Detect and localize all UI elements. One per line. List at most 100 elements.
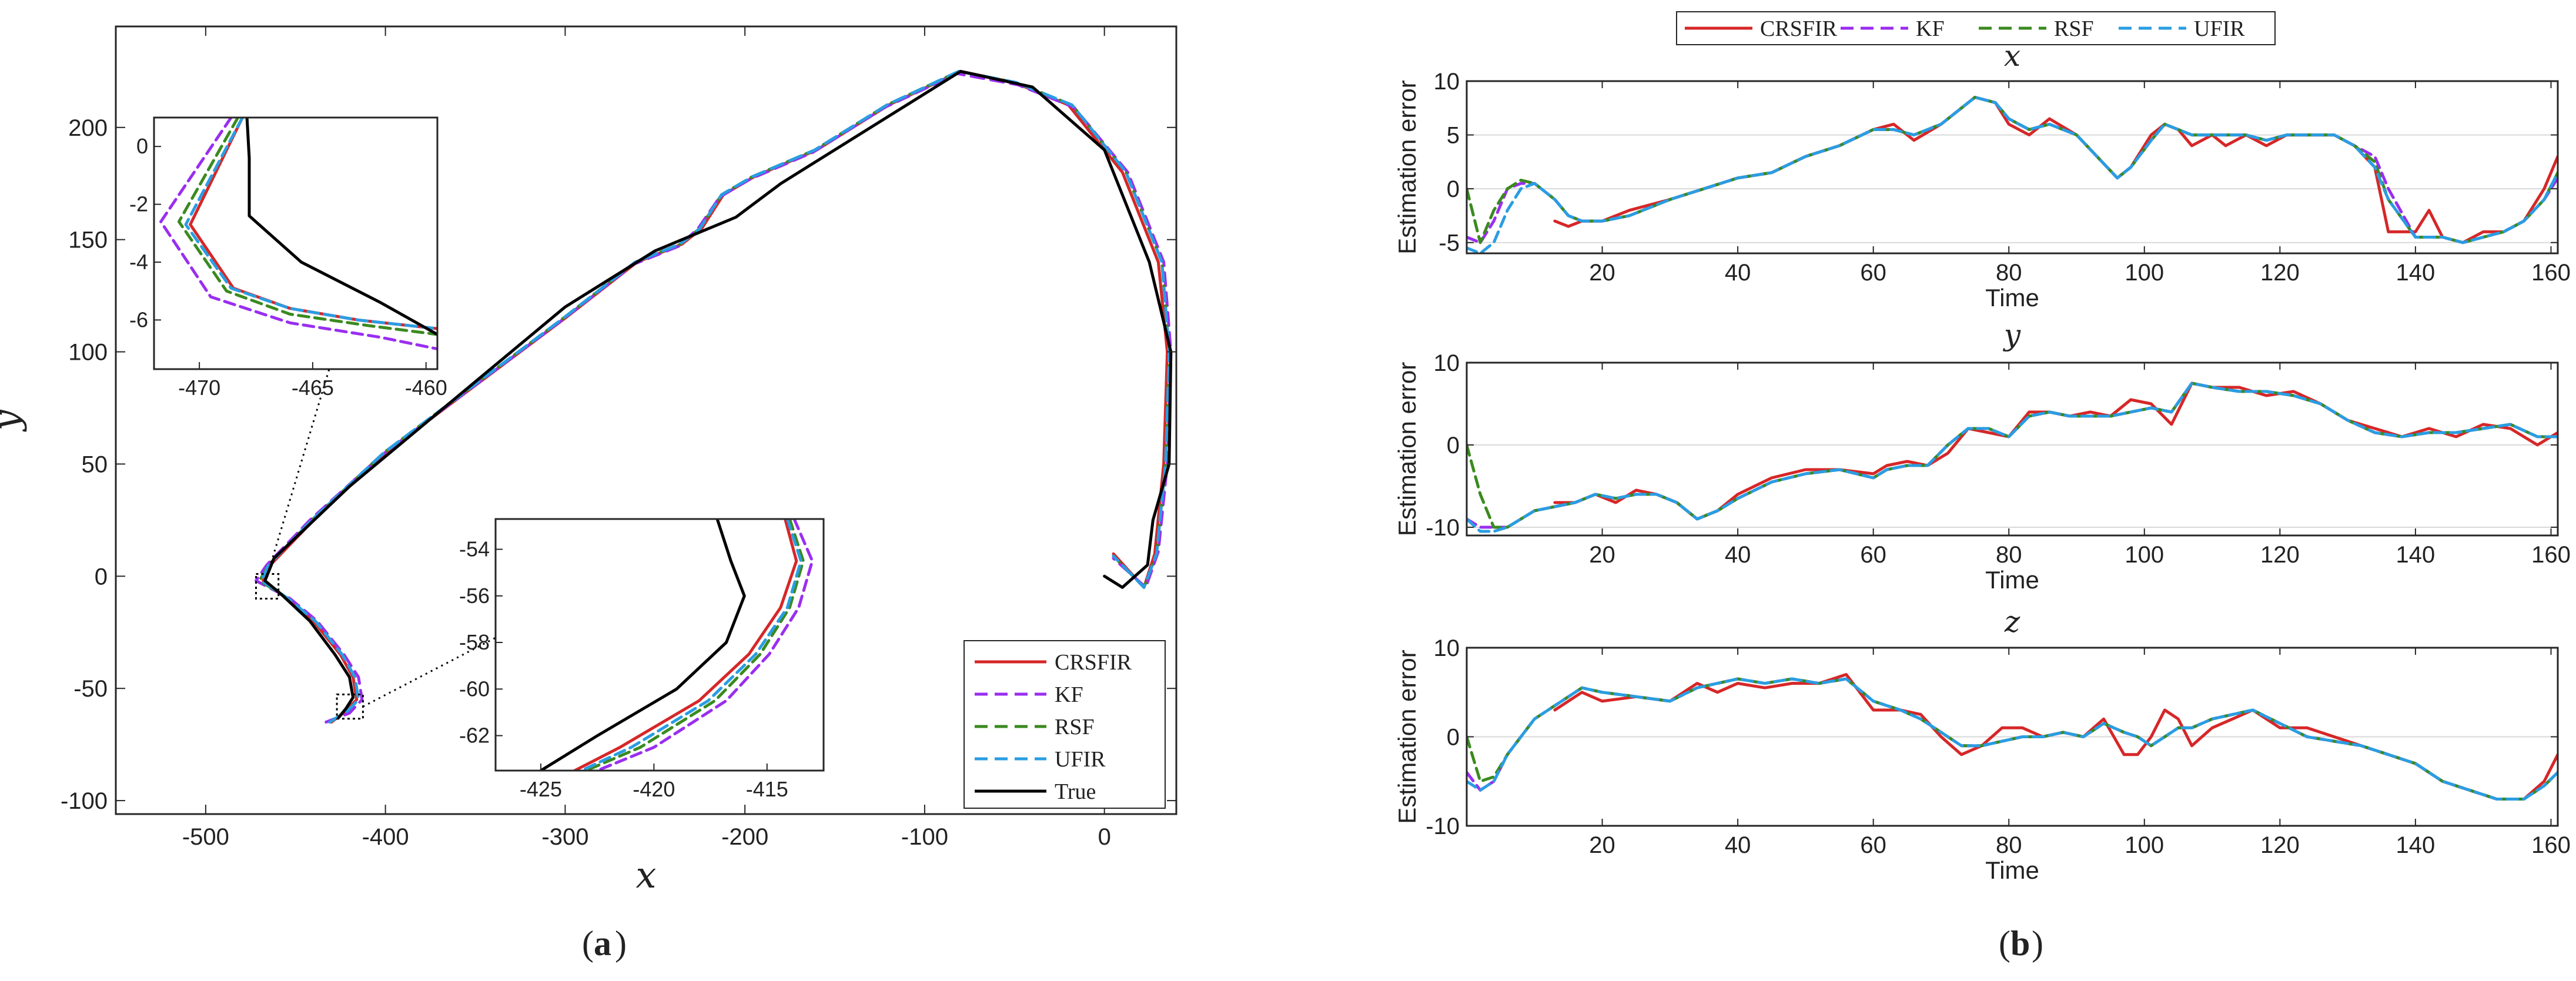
x-tick-label: 100 xyxy=(2125,260,2164,286)
y-tick-label: -50 xyxy=(73,676,108,702)
panel-title: x xyxy=(2004,39,2020,73)
series-ufir-line xyxy=(1467,677,2558,801)
inset-y-tick-label: -4 xyxy=(129,250,148,274)
x-tick-label: 40 xyxy=(1725,260,1751,286)
x-tick-label: 60 xyxy=(1860,832,1886,858)
x-tick-label: -200 xyxy=(721,824,768,850)
inset-1-frame xyxy=(153,116,439,370)
x-tick-label: -300 xyxy=(541,824,588,850)
x-tick-label: 0 xyxy=(1098,824,1111,850)
caption-a-paren-open: ( xyxy=(582,924,594,963)
x-tick-label: 20 xyxy=(1589,542,1615,568)
panel-a-plot xyxy=(255,69,1173,724)
x-tick-label: -500 xyxy=(182,824,229,850)
y-tick-label: 5 xyxy=(1447,123,1460,149)
zoom-connector-1 xyxy=(267,369,330,574)
y-tick-label: 200 xyxy=(68,115,108,141)
series-rsf-line xyxy=(1467,381,2558,529)
x-tick-label: 120 xyxy=(2260,542,2300,568)
legend-label: RSF xyxy=(2054,16,2094,41)
x-tick-label: 60 xyxy=(1860,260,1886,286)
inset-x-tick-label: -415 xyxy=(746,777,788,801)
inset-x-tick-label: -420 xyxy=(633,777,675,801)
inset-x-tick-label: -470 xyxy=(178,376,220,400)
inset-x-tick-label: -465 xyxy=(292,376,334,400)
x-tick-label: 160 xyxy=(2531,542,2571,568)
panel-b1-frame xyxy=(1466,80,2559,255)
series-ufir-line xyxy=(1467,381,2558,533)
inset-y-tick-label: -6 xyxy=(129,307,148,332)
inset-y-tick-label: 0 xyxy=(136,134,148,158)
y-tick-label: 50 xyxy=(82,451,108,477)
x-tick-label: 40 xyxy=(1725,832,1751,858)
x-tick-label: 80 xyxy=(1996,260,2022,286)
series-kf-line xyxy=(1467,381,2558,529)
x-tick-label: 160 xyxy=(2531,832,2571,858)
x-tick-label: 100 xyxy=(2125,542,2164,568)
x-tick-label: 20 xyxy=(1589,260,1615,286)
y-tick-label: 0 xyxy=(1447,433,1460,458)
inset-1-background xyxy=(154,118,437,369)
series-ufir-line xyxy=(580,519,802,771)
y-tick-label: 0 xyxy=(95,564,108,590)
inset-1-plot xyxy=(159,118,437,351)
panel-b1-plot xyxy=(1467,96,2558,253)
series-ufir-line xyxy=(184,118,437,330)
y-tick-label: 10 xyxy=(1434,635,1460,661)
y-tick-label: 10 xyxy=(1434,69,1460,95)
legend-label: KF xyxy=(1916,16,1945,41)
series-kf-line xyxy=(159,118,437,351)
panel-title: z xyxy=(2004,605,2020,639)
panel-title: y xyxy=(2003,318,2021,352)
x-tick-label: -400 xyxy=(362,824,409,850)
y-tick-label: 10 xyxy=(1434,350,1460,376)
y-tick-label: -10 xyxy=(1426,515,1460,541)
panel-a-frame xyxy=(115,25,1177,815)
caption-b-label: b xyxy=(2010,924,2030,963)
series-true-line xyxy=(263,69,1173,719)
legend-label: RSF xyxy=(1055,715,1095,739)
x-axis-label: Time xyxy=(1985,856,2039,884)
inset-x-tick-label: -460 xyxy=(405,376,447,400)
x-tick-label: 60 xyxy=(1860,542,1886,568)
panel-b2-frame xyxy=(1466,361,2559,537)
x-axis-label: Time xyxy=(1985,284,2039,312)
caption-b-paren-close: ) xyxy=(2032,924,2043,963)
inset-y-tick-label: -62 xyxy=(459,724,490,748)
series-ufir-line xyxy=(1467,96,2558,253)
x-tick-label: 100 xyxy=(2125,832,2164,858)
x-tick-label: 160 xyxy=(2531,260,2571,286)
y-axis-label: y xyxy=(0,410,28,433)
legend-label: KF xyxy=(1055,682,1083,707)
inset-y-tick-label: -2 xyxy=(129,192,148,216)
y-tick-label: -100 xyxy=(61,788,108,814)
inset-y-tick-label: -60 xyxy=(459,677,490,701)
inset-y-tick-label: -54 xyxy=(459,537,490,561)
legend-label: CRSFIR xyxy=(1760,16,1838,41)
caption-b-paren-open: ( xyxy=(1999,924,2010,963)
inset-y-tick-label: -58 xyxy=(459,630,490,654)
series-rsf-line xyxy=(177,118,437,336)
x-axis-label: Time xyxy=(1985,566,2039,594)
x-tick-label: 80 xyxy=(1996,832,2022,858)
inset-2-frame xyxy=(494,518,825,772)
caption-a-paren-close: ) xyxy=(615,924,627,963)
y-tick-label: -10 xyxy=(1426,813,1460,839)
series-kf-line xyxy=(596,519,814,771)
x-tick-label: 140 xyxy=(2396,260,2436,286)
y-tick-label: 0 xyxy=(1447,725,1460,751)
y-tick-label: 100 xyxy=(68,340,108,366)
legend-label: CRSFIR xyxy=(1055,650,1132,675)
legend-label: UFIR xyxy=(1055,747,1106,772)
y-tick-label: 150 xyxy=(68,227,108,253)
zoom-connector-2 xyxy=(362,637,496,708)
series-crsfir-line xyxy=(1553,381,2558,521)
series-rsf-line xyxy=(584,519,805,771)
series-crsfir-line xyxy=(573,519,798,771)
panel-b3-plot xyxy=(1467,673,2558,801)
x-tick-label: -100 xyxy=(901,824,948,850)
inset-x-tick-label: -425 xyxy=(520,777,562,801)
inset-y-tick-label: -56 xyxy=(459,584,490,608)
legend-label: True xyxy=(1055,779,1096,804)
